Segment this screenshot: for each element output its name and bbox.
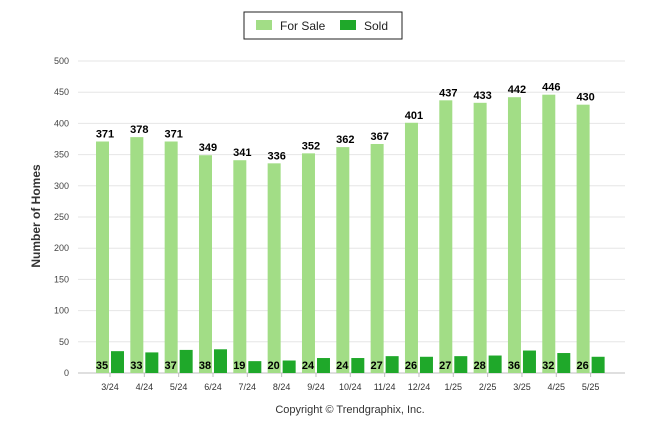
x-tick-label: 5/24 [170, 382, 188, 392]
x-tick-label: 2/25 [479, 382, 497, 392]
bar-sold-9-24 [316, 358, 330, 373]
bars [96, 94, 605, 374]
y-tick-label: 200 [54, 243, 69, 253]
bar-sold-8-24 [282, 360, 296, 373]
bar-for-sale-10-24 [336, 147, 350, 373]
bar-sold-11-24 [385, 356, 399, 373]
label-for-sale-5-24: 371 [164, 128, 182, 140]
label-for-sale-3-25: 442 [508, 84, 526, 96]
y-tick-label: 250 [54, 212, 69, 222]
bar-for-sale-3-24 [96, 141, 109, 373]
x-tick-label: 11/24 [374, 382, 396, 392]
bar-for-sale-2-25 [473, 102, 487, 374]
label-sold-3-25: 36 [508, 360, 520, 372]
label-sold-6-24: 38 [199, 360, 211, 372]
bar-for-sale-7-24 [233, 160, 247, 373]
bar-sold-12-24 [419, 356, 433, 373]
bar-sold-2-25 [488, 355, 502, 373]
bar-sold-5-25 [591, 356, 605, 373]
x-tick-label: 6/24 [204, 382, 222, 392]
x-tick-label: 10/24 [339, 382, 362, 392]
legend-label-for-sale: For Sale [280, 19, 326, 33]
label-sold-11-24: 27 [371, 360, 383, 372]
copyright-text: Copyright © Trendgraphix, Inc. [275, 404, 424, 416]
label-for-sale-11-24: 367 [370, 131, 388, 143]
bar-for-sale-4-25 [542, 94, 556, 374]
y-tick-label: 100 [54, 306, 69, 316]
label-sold-7-24: 19 [233, 360, 245, 372]
label-for-sale-9-24: 352 [302, 140, 320, 152]
bar-sold-3-25 [522, 350, 536, 373]
y-axis-title: Number of Homes [29, 164, 43, 268]
y-tick-label: 400 [54, 118, 69, 128]
label-sold-2-25: 28 [474, 360, 486, 372]
label-sold-1-25: 27 [439, 360, 451, 372]
bar-sold-4-25 [557, 353, 571, 373]
bar-for-sale-9-24 [301, 153, 315, 373]
x-tick-label: 1/25 [445, 382, 463, 392]
label-for-sale-4-24: 378 [130, 124, 148, 136]
bar-sold-7-24 [248, 361, 262, 373]
y-tick-label: 300 [54, 181, 69, 191]
x-tick-label: 4/24 [136, 382, 154, 392]
label-sold-4-24: 33 [130, 360, 142, 372]
bar-sold-6-24 [213, 349, 227, 373]
label-for-sale-12-24: 401 [405, 110, 423, 122]
label-for-sale-10-24: 362 [336, 134, 354, 146]
bar-for-sale-11-24 [370, 143, 384, 373]
legend-swatch-for-sale [256, 20, 272, 30]
x-tick-label: 3/25 [513, 382, 531, 392]
label-sold-4-25: 32 [542, 360, 554, 372]
data-labels: 371 35 378 33 371 37 349 38 341 19 336 20 352 24 362 24… [96, 82, 595, 372]
x-tick-label: 7/24 [239, 382, 257, 392]
x-tick-label: 12/24 [408, 382, 431, 392]
bar-sold-1-25 [454, 356, 468, 373]
bar-for-sale-8-24 [267, 163, 281, 373]
label-sold-8-24: 20 [268, 360, 280, 372]
bar-for-sale-6-24 [198, 155, 212, 373]
y-axis-ticks: 0 50 100 150 200 250 300 350 400 450 500 [54, 56, 69, 378]
bar-for-sale-3-25 [507, 97, 521, 373]
x-tick-label: 5/25 [582, 382, 600, 392]
label-for-sale-7-24: 341 [233, 147, 251, 159]
label-for-sale-4-25: 446 [542, 82, 560, 94]
bar-sold-10-24 [351, 358, 365, 373]
x-tick-label: 8/24 [273, 382, 291, 392]
legend-swatch-sold [340, 20, 356, 30]
label-sold-3-24: 35 [96, 360, 108, 372]
y-tick-label: 450 [54, 87, 69, 97]
x-tick-label: 9/24 [307, 382, 325, 392]
label-sold-10-24: 24 [336, 360, 349, 372]
x-tick-label: 3/24 [101, 382, 119, 392]
bar-for-sale-5-24 [164, 141, 178, 373]
label-for-sale-5-25: 430 [576, 92, 594, 104]
bar-sold-4-24 [145, 352, 159, 373]
bar-sold-3-24 [111, 351, 124, 373]
label-for-sale-8-24: 336 [267, 150, 285, 162]
bar-for-sale-12-24 [404, 122, 418, 373]
y-tick-label: 500 [54, 56, 69, 66]
bar-for-sale-1-25 [439, 100, 453, 373]
label-sold-12-24: 26 [405, 360, 417, 372]
legend: For Sale Sold [243, 11, 403, 40]
label-sold-5-25: 26 [576, 360, 588, 372]
legend-label-sold: Sold [364, 19, 388, 33]
y-tick-label: 150 [54, 274, 69, 284]
label-sold-5-24: 37 [165, 360, 177, 372]
y-tick-label: 0 [64, 368, 69, 378]
x-axis-ticks: 3/24 4/24 5/24 6/24 7/24 8/24 9/24 10/24 11/24 12… [101, 373, 599, 392]
y-tick-label: 350 [54, 150, 69, 160]
label-for-sale-1-25: 437 [439, 87, 457, 99]
label-for-sale-2-25: 433 [473, 90, 491, 102]
label-sold-9-24: 24 [302, 360, 315, 372]
bar-for-sale-5-25 [576, 104, 590, 374]
x-tick-label: 4/25 [548, 382, 566, 392]
label-for-sale-6-24: 349 [199, 142, 217, 154]
label-for-sale-3-24: 371 [96, 128, 114, 140]
bar-sold-5-24 [179, 349, 193, 373]
bar-for-sale-4-24 [130, 137, 144, 373]
y-tick-label: 50 [59, 337, 69, 347]
